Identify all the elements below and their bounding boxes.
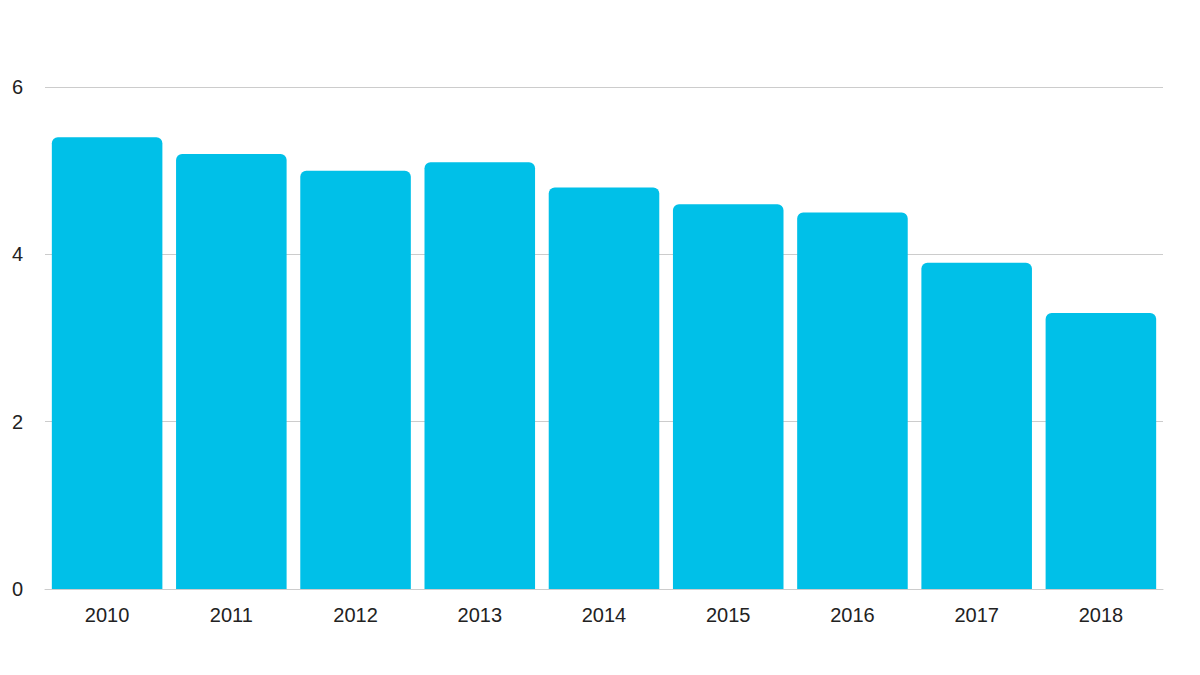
svg-text:2017: 2017 bbox=[954, 604, 999, 626]
svg-text:2014: 2014 bbox=[582, 604, 627, 626]
svg-text:2012: 2012 bbox=[333, 604, 378, 626]
svg-text:4: 4 bbox=[12, 243, 23, 265]
svg-text:2018: 2018 bbox=[1079, 604, 1124, 626]
svg-text:6: 6 bbox=[12, 76, 23, 98]
svg-text:2016: 2016 bbox=[830, 604, 875, 626]
svg-text:2015: 2015 bbox=[706, 604, 751, 626]
svg-text:2011: 2011 bbox=[210, 604, 253, 626]
svg-text:2010: 2010 bbox=[85, 604, 130, 626]
svg-text:0: 0 bbox=[12, 578, 23, 600]
svg-text:2: 2 bbox=[12, 411, 23, 433]
svg-text:2013: 2013 bbox=[458, 604, 503, 626]
